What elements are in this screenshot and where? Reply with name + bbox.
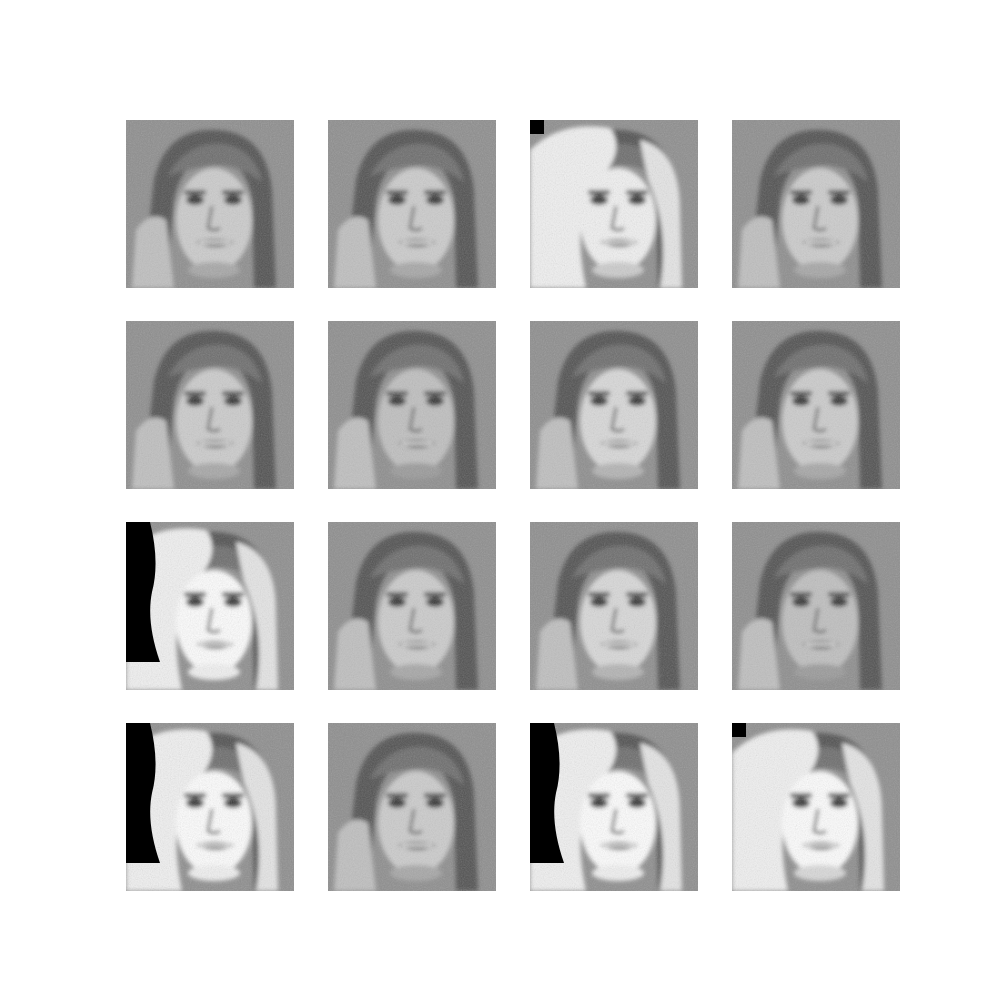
- generated-face-tile: [126, 522, 294, 690]
- generated-face-tile: [126, 723, 294, 891]
- generated-face-tile: [328, 321, 496, 489]
- generated-face-tile: [328, 723, 496, 891]
- generated-face-tile: [530, 120, 698, 288]
- generated-face-tile: [126, 120, 294, 288]
- generated-face-tile: [732, 723, 900, 891]
- generated-face-tile: [530, 522, 698, 690]
- generated-face-tile: [732, 120, 900, 288]
- generated-face-tile: [530, 723, 698, 891]
- generated-face-tile: [328, 120, 496, 288]
- generated-face-tile: [328, 522, 496, 690]
- generated-face-tile: [530, 321, 698, 489]
- generated-face-tile: [126, 321, 294, 489]
- generated-face-tile: [732, 321, 900, 489]
- generated-face-tile: [732, 522, 900, 690]
